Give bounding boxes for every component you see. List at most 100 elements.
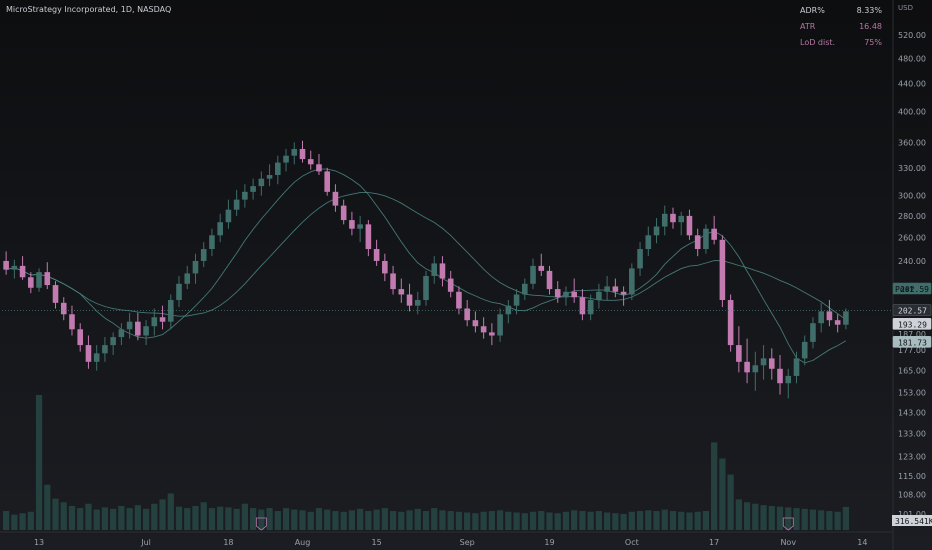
volume-bar <box>348 510 356 530</box>
volume-bar <box>274 511 281 530</box>
candle-body <box>126 321 133 330</box>
candle-body <box>365 224 372 250</box>
candle-body <box>36 272 42 288</box>
candle-body <box>703 228 709 250</box>
candle-body <box>637 249 643 269</box>
candle-body <box>349 220 355 229</box>
candle <box>60 297 67 321</box>
candle-body <box>818 311 824 324</box>
volume-bar <box>686 512 693 530</box>
candle <box>645 226 652 257</box>
candle-body <box>373 249 380 261</box>
candle-body <box>151 317 158 327</box>
last-price-badge: 202.57 <box>892 304 932 316</box>
volume-bar <box>266 508 273 530</box>
candle <box>258 171 265 196</box>
candle-body <box>801 341 808 359</box>
candle <box>439 256 446 287</box>
volume-bar <box>768 505 775 530</box>
candle-body <box>118 329 125 338</box>
volume-badge: 316.541K <box>892 515 932 526</box>
candle-body <box>340 205 347 221</box>
indicator-value-lod: 75% <box>864 38 882 47</box>
candle-body <box>826 311 833 321</box>
candle <box>587 294 594 321</box>
candle <box>505 300 512 324</box>
ma-slow-badge: 181.73 <box>892 336 932 348</box>
candle-body <box>546 270 553 290</box>
candle <box>653 217 660 244</box>
candle <box>818 302 824 333</box>
price-tick-label: 143.00 <box>898 408 926 417</box>
candle-body <box>307 159 314 165</box>
candle-body <box>596 291 602 301</box>
time-tick-label: 14 <box>857 538 867 547</box>
indicator-row-atr: ATR 16.48 <box>800 22 882 38</box>
candle <box>151 308 158 336</box>
candle <box>110 332 116 356</box>
volume-bar <box>414 508 421 530</box>
volume-bar <box>357 508 364 530</box>
candle <box>93 345 100 371</box>
volume-bar <box>826 511 833 530</box>
volume-bar <box>118 505 125 530</box>
candle <box>826 300 833 327</box>
candle <box>530 258 536 290</box>
volume-bar <box>340 511 347 530</box>
candle <box>414 291 421 315</box>
volume-bar <box>809 509 817 530</box>
candlesticks <box>3 140 849 399</box>
candle <box>431 256 438 284</box>
price-tick-label: 187.00 <box>898 330 926 339</box>
post-price-badge-bg <box>892 282 932 295</box>
candle <box>538 253 545 276</box>
earnings-markers <box>255 517 794 531</box>
candle <box>793 351 800 384</box>
candle-body <box>793 358 800 376</box>
candle-body <box>77 329 84 346</box>
ma-fast-badge-value: 193.29 <box>898 320 927 329</box>
volume-bar <box>134 505 141 530</box>
candle-body <box>200 249 207 261</box>
candle <box>126 312 133 339</box>
volume-bar <box>142 508 150 530</box>
candle <box>192 253 199 284</box>
volume-bar <box>381 508 388 530</box>
candle-body <box>480 326 487 333</box>
candle <box>44 262 51 290</box>
candle-body <box>810 323 816 342</box>
candle <box>464 300 470 327</box>
indicator-panel: ADR% 8.33% ATR 16.48 LoD dist. 75% <box>800 6 882 54</box>
candle <box>744 338 750 384</box>
price-tick-label: 280.00 <box>898 212 926 221</box>
time-tick-label: 17 <box>709 538 719 547</box>
candle-body <box>209 235 215 250</box>
volume-bar <box>702 511 710 530</box>
candle <box>85 335 92 369</box>
volume-bar <box>77 508 84 530</box>
candle-body <box>266 175 273 179</box>
candle-body <box>530 265 536 284</box>
candle-body <box>275 162 281 176</box>
candle <box>785 368 792 399</box>
volume-bar <box>743 502 751 530</box>
candle-body <box>332 191 339 206</box>
candle <box>373 239 380 266</box>
volume-bar <box>233 508 240 530</box>
volume-bar <box>785 507 792 530</box>
volume-bar <box>562 511 570 530</box>
price-tick-label: 440.00 <box>898 80 926 89</box>
volume-bar <box>291 509 298 530</box>
price-tick-label: 300.00 <box>898 192 926 201</box>
volume-bar <box>793 508 800 530</box>
candle-body <box>785 375 792 384</box>
candle-body <box>711 228 717 240</box>
candle <box>521 278 528 301</box>
volume-bar <box>636 511 644 530</box>
candle-body <box>489 332 495 336</box>
candle-body <box>176 283 182 301</box>
candle-body <box>414 300 421 306</box>
volume-bar <box>496 510 504 530</box>
volume-bar <box>842 506 850 530</box>
